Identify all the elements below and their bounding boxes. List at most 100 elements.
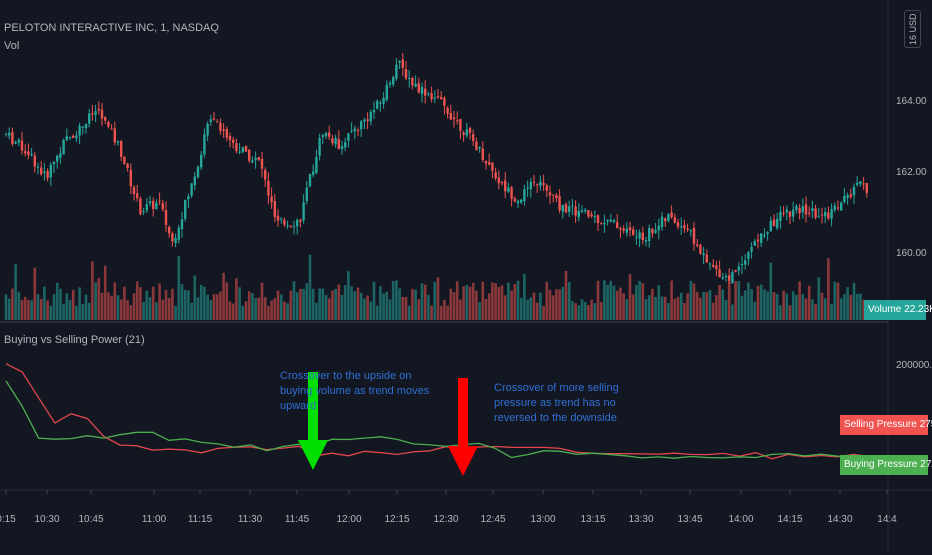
candle-body <box>792 209 795 217</box>
candle-body <box>190 183 193 196</box>
candle-body <box>331 138 334 144</box>
candle-body <box>612 220 616 223</box>
candle-body <box>555 195 558 198</box>
volume-bar <box>497 287 501 320</box>
candle-body <box>328 132 331 137</box>
volume-bar <box>324 294 328 320</box>
candle-body <box>785 209 788 213</box>
buying-pressure-line <box>5 380 871 459</box>
candle-body <box>667 214 670 221</box>
volume-bar <box>11 288 14 320</box>
volume-bar <box>270 300 273 320</box>
candle-body <box>308 173 312 187</box>
volume-bar <box>372 281 376 320</box>
time-tick: 14:00 <box>728 514 754 525</box>
volume-bar <box>721 289 725 320</box>
volume-bar <box>481 281 485 320</box>
candle-body <box>254 157 257 161</box>
candle-body <box>177 227 180 240</box>
candle-body <box>756 239 760 242</box>
volume-bar <box>139 287 142 320</box>
volume-bar <box>283 301 286 320</box>
candle-body <box>478 146 481 149</box>
candle-body <box>638 232 641 239</box>
volume-bar <box>526 299 529 320</box>
candle-body <box>222 129 225 131</box>
candle-body <box>353 128 356 132</box>
candle-body <box>84 123 88 129</box>
volume-bar <box>391 281 395 320</box>
volume-bar <box>228 301 232 320</box>
candle-body <box>350 130 353 132</box>
candle-body <box>788 211 792 217</box>
candle-body <box>737 266 740 271</box>
volume-bar <box>177 256 181 320</box>
volume-bar <box>369 301 373 320</box>
candle-body <box>686 228 689 230</box>
volume-bar <box>577 305 581 320</box>
volume-bar <box>183 289 187 320</box>
volume-legend-label[interactable]: Vol <box>4 40 20 52</box>
volume-bar <box>347 271 350 320</box>
price-tick-160: 160.00 <box>896 248 927 259</box>
candle-body <box>795 205 798 210</box>
volume-bar <box>315 302 318 320</box>
indicator-title[interactable]: Buying vs Selling Power (21) <box>4 334 145 346</box>
volume-bar <box>651 288 654 320</box>
candle-body <box>747 251 750 259</box>
volume-bar <box>190 302 193 320</box>
volume-bar <box>404 296 408 320</box>
volume-bar <box>743 290 747 320</box>
volume-bar <box>363 298 366 320</box>
buying-pressure-tag: Buying Pressure 272922.64 <box>840 455 932 475</box>
volume-bar <box>91 261 94 320</box>
candle-body <box>577 211 580 218</box>
candle-body <box>590 214 593 217</box>
candle-body <box>596 215 600 224</box>
volume-bar <box>238 287 241 320</box>
candle-body <box>232 139 235 143</box>
candle-body <box>801 206 804 213</box>
time-tick: 11:15 <box>187 514 213 525</box>
selling-pressure-tag: Selling Pressure 275256.80 <box>840 415 932 435</box>
candle-body <box>548 192 552 196</box>
candle-body <box>81 126 84 128</box>
volume-bar <box>535 302 539 320</box>
volume-bar <box>788 305 792 320</box>
volume-bar <box>654 296 657 320</box>
volume-bar <box>398 288 401 320</box>
candle-body <box>203 134 206 155</box>
volume-bar <box>471 282 475 320</box>
candle-body <box>516 200 520 204</box>
grid <box>5 490 888 494</box>
volume-bar <box>567 281 571 320</box>
volume-bar <box>411 288 414 320</box>
currency-button[interactable]: 16 USD <box>904 10 921 48</box>
volume-bar <box>267 305 270 320</box>
volume-bar <box>350 286 353 320</box>
volume-bar <box>334 288 337 320</box>
candle-body <box>107 122 110 127</box>
volume-bar <box>446 305 449 320</box>
volume-bar <box>849 294 853 320</box>
candle-body <box>718 269 721 278</box>
candle-body <box>772 219 776 227</box>
volume-bar <box>727 281 731 320</box>
volume-bar <box>388 299 392 320</box>
candle-body <box>750 246 753 252</box>
candle-body <box>46 171 49 179</box>
volume-bar <box>491 282 494 320</box>
symbol-title[interactable]: PELOTON INTERACTIVE INC, 1, NASDAQ <box>4 22 219 34</box>
candle-body <box>865 183 868 193</box>
volume-bar <box>273 298 277 320</box>
volume-bar <box>119 299 123 320</box>
candle-body <box>52 161 56 165</box>
volume-bar <box>196 297 200 320</box>
candle-body <box>324 132 328 137</box>
volume-bar <box>167 297 171 320</box>
volume-bar <box>519 297 523 320</box>
candle-body <box>110 128 113 130</box>
candle-body <box>452 117 456 120</box>
